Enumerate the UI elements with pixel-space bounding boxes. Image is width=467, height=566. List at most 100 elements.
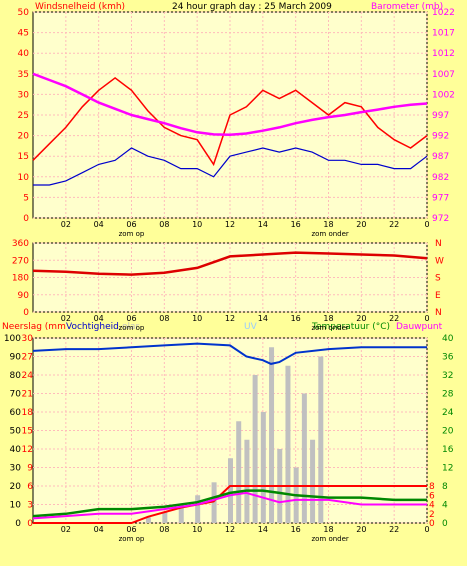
bot-right-y-tick-label: 8 (442, 482, 448, 492)
mid-x-tick-label: 10 (192, 314, 202, 323)
solar-bar (145, 517, 151, 523)
uv-tick-label: 4 (429, 501, 435, 511)
bot-rain-y-tick-label: 12 (22, 445, 33, 455)
wind-avg-line (33, 147, 428, 186)
mid-x-tick-label: 18 (323, 314, 333, 323)
bot-rain-y-tick-label: 24 (22, 371, 34, 381)
bot-right-y-tick-label: 12 (442, 464, 453, 474)
top-sunrise-label: zom op (119, 230, 145, 238)
top-right-y-tick-label: 992 (432, 132, 449, 142)
bot-right-y-tick-label: 40 (442, 334, 454, 344)
bot-left-y-tick-label: 0 (15, 519, 21, 529)
mid-sunrise-label: zom op (119, 324, 145, 332)
bot-right-y-tick-label: 28 (442, 390, 454, 400)
top-right-y-tick-label: 972 (432, 214, 449, 224)
direction-letter: W (435, 256, 444, 266)
dewpoint-line (32, 491, 427, 520)
wind-gust-line (32, 76, 428, 167)
mid-sunset-label: zom onder (311, 324, 348, 332)
direction-letter: N (435, 239, 442, 249)
bot-x-tick-label: 20 (356, 525, 366, 534)
top-center-title: 24 hour graph day : 25 March 2009 (172, 2, 332, 12)
bot-left-y-tick-label: 90 (10, 353, 22, 363)
top-left-y-tick-label: 20 (18, 132, 30, 142)
top-right-y-tick-label: 1012 (432, 49, 455, 59)
bot-rain-y-tick-label: 27 (22, 353, 33, 363)
mid-x-tick-label: 04 (94, 314, 104, 323)
top-right-title: Barometer (mb) (371, 2, 443, 12)
barometer-line (32, 72, 428, 137)
bot-left-y-tick-label: 40 (10, 445, 22, 455)
bot-right-y-tick-label: 4 (442, 501, 448, 511)
humidity-line (32, 342, 427, 365)
top-x-tick-label: 08 (159, 220, 169, 229)
bot-x-tick-label: 22 (389, 525, 399, 534)
bot-right-y-tick-label: 24 (442, 408, 454, 418)
top-x-tick-label: 16 (291, 220, 301, 229)
solar-bar (236, 421, 242, 523)
uv-tick-label: 8 (429, 482, 435, 492)
bot-x-tick-label: 14 (258, 525, 268, 534)
direction-letter: N (435, 308, 442, 318)
top-right-y-tick-label: 1007 (432, 70, 455, 80)
bot-x-tick-label: 10 (192, 525, 202, 534)
top-x-tick-label: 0 (424, 220, 429, 229)
bot-left-y-tick-label: 80 (10, 371, 22, 381)
top-right-y-tick-label: 1022 (432, 8, 455, 18)
top-left-y-tick-label: 5 (23, 193, 29, 203)
mid-x-tick-label: 08 (159, 314, 169, 323)
bot-rain-y-tick-label: 21 (22, 390, 33, 400)
uv-tick-label: 6 (429, 491, 435, 501)
solar-bar (244, 439, 250, 523)
top-x-tick-label: 02 (61, 220, 71, 229)
bot-right-y-tick-label: 36 (442, 353, 454, 363)
top-left-y-tick-label: 30 (18, 90, 30, 100)
solar-bar (318, 356, 324, 523)
bot-rain-y-tick-label: 30 (22, 334, 34, 344)
bot-rain-y-tick-label: 15 (22, 427, 33, 437)
mid-x-tick-label: 22 (389, 314, 399, 323)
solar-bar (285, 365, 291, 523)
mid-x-tick-label: 20 (356, 314, 366, 323)
top-left-y-tick-label: 50 (18, 8, 30, 18)
mid-left-y-tick-label: 90 (18, 291, 30, 301)
bot-left-y-tick-label: 70 (10, 390, 22, 400)
direction-letter: S (435, 274, 441, 284)
bot-x-tick-label: 16 (291, 525, 301, 534)
bot-rain-y-tick-label: 0 (27, 519, 33, 529)
bot-left-y-tick-label: 50 (10, 427, 22, 437)
solar-bar (252, 375, 258, 523)
bot-left-y-tick-label: 20 (10, 482, 22, 492)
top-left-y-tick-label: 10 (18, 173, 30, 183)
top-x-tick-label: 10 (192, 220, 202, 229)
bot-x-tick-label: 04 (94, 525, 104, 534)
mid-left-y-tick-label: 180 (12, 274, 29, 284)
mid-x-tick-label: 12 (225, 314, 235, 323)
bot-rain-y-tick-label: 3 (27, 501, 33, 511)
top-left-title: Windsnelheid (kmh) (35, 2, 125, 12)
bot-right-y-tick-label: 16 (442, 445, 454, 455)
top-x-tick-label: 18 (323, 220, 333, 229)
temperature-line (32, 489, 427, 518)
label-uv: UV (244, 322, 258, 332)
mid-x-tick-label: 16 (291, 314, 301, 323)
top-left-y-tick-label: 15 (18, 152, 29, 162)
top-x-tick-label: 06 (126, 220, 136, 229)
top-x-tick-label: 20 (356, 220, 366, 229)
mid-left-y-tick-label: 360 (12, 239, 29, 249)
top-right-y-tick-label: 997 (432, 111, 449, 121)
bot-sunset-label: zom onder (311, 535, 348, 543)
mid-x-tick-label: 14 (258, 314, 268, 323)
bot-right-y-tick-label: 32 (442, 371, 453, 381)
mid-left-y-tick-label: 0 (23, 308, 29, 318)
solar-bar (269, 347, 275, 523)
bot-x-tick-label: 12 (225, 525, 235, 534)
solar-bar (228, 458, 233, 523)
label-solar: olar (122, 322, 140, 332)
solar-bar (260, 412, 266, 523)
bot-rain-y-tick-label: 6 (27, 482, 33, 492)
top-right-y-tick-label: 982 (432, 173, 449, 183)
bot-left-y-tick-label: 30 (10, 464, 22, 474)
direction-letter: E (435, 291, 441, 301)
